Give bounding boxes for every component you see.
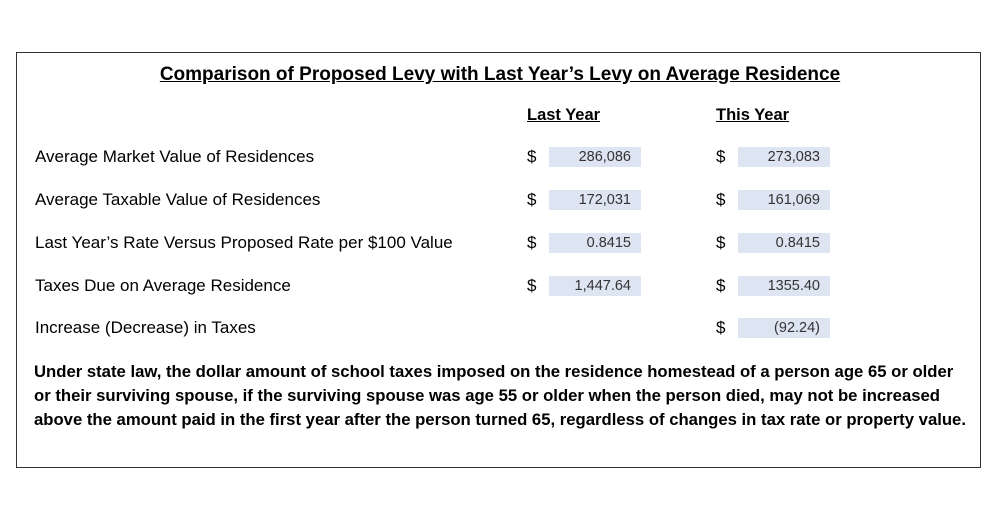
dollar-sign: $ [716,276,726,295]
value-this-year-taxable: 161,069 [738,190,830,210]
dollar-sign: $ [527,233,537,252]
row-label-market-value: Average Market Value of Residences [35,147,315,166]
row-label-increase: Increase (Decrease) in Taxes [35,318,256,337]
dollar-sign: $ [527,147,537,166]
dollar-sign: $ [716,147,726,166]
value-last-year-rate: 0.8415 [549,233,641,253]
value-this-year-rate: 0.8415 [738,233,830,253]
row-label-taxes-due: Taxes Due on Average Residence [35,276,291,295]
row-label-rate: Last Year’s Rate Versus Proposed Rate pe… [35,233,453,252]
homestead-note: Under state law, the dollar amount of sc… [34,362,966,429]
column-header-last-year: Last Year [527,106,601,124]
levy-comparison-box [16,52,981,468]
value-last-year-market: 286,086 [549,147,641,167]
value-this-year-increase: (92.24) [738,318,830,338]
page-title: Comparison of Proposed Levy with Last Ye… [159,64,841,85]
value-last-year-taxable: 172,031 [549,190,641,210]
dollar-sign: $ [716,190,726,209]
column-header-this-year: This Year [716,106,790,124]
value-this-year-taxes: 1355.40 [738,276,830,296]
row-label-taxable-value: Average Taxable Value of Residences [35,190,321,209]
dollar-sign: $ [716,318,726,337]
value-this-year-market: 273,083 [738,147,830,167]
dollar-sign: $ [527,190,537,209]
dollar-sign: $ [716,233,726,252]
value-last-year-taxes: 1,447.64 [549,276,641,296]
dollar-sign: $ [527,276,537,295]
